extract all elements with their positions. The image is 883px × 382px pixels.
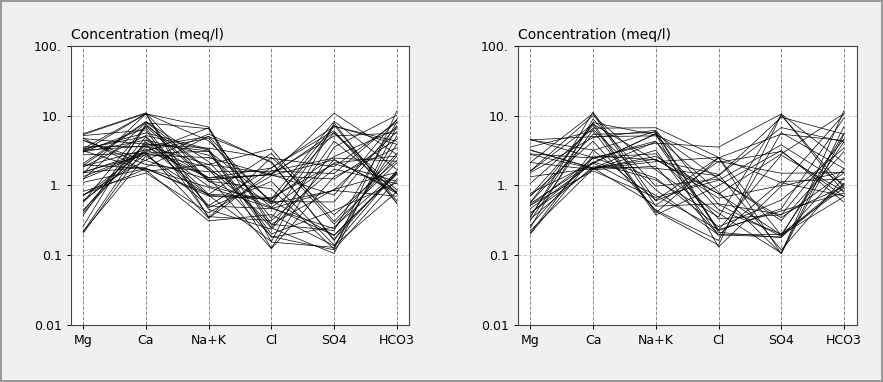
Text: Concentration (meq/l): Concentration (meq/l) bbox=[71, 28, 223, 42]
Text: Concentration (meq/l): Concentration (meq/l) bbox=[517, 28, 671, 42]
